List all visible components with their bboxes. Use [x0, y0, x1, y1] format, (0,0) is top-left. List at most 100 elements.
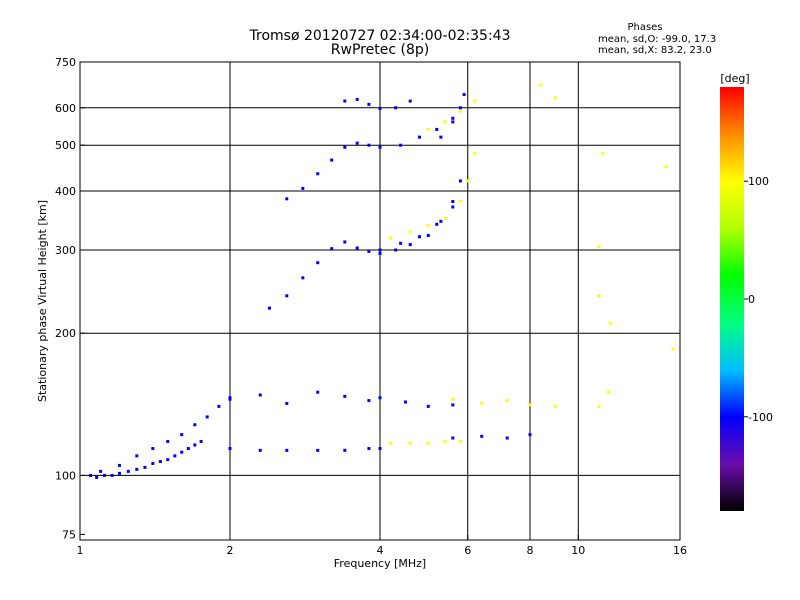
data-point	[301, 276, 305, 280]
data-point	[316, 172, 320, 176]
data-point	[343, 240, 347, 244]
colorbar-gradient	[720, 87, 744, 511]
data-point	[180, 450, 184, 454]
data-point	[301, 186, 305, 190]
data-point	[316, 390, 320, 394]
data-point	[367, 102, 371, 106]
data-point	[443, 216, 447, 220]
phase-stats-o: mean, sd,O: -99.0, 17.3	[598, 34, 716, 45]
phase-stats-x: mean, sd,X: 83.2, 23.0	[598, 45, 712, 56]
data-point	[399, 143, 403, 147]
y-tick-label: 200	[55, 327, 76, 340]
data-point	[597, 404, 601, 408]
data-point	[435, 222, 439, 226]
data-point	[343, 145, 347, 149]
data-point	[158, 460, 162, 464]
y-tick-label: 300	[55, 244, 76, 257]
chart-title: Tromsø 20120727 02:34:00-02:35:43	[249, 28, 511, 44]
data-point	[378, 251, 382, 255]
colorbar-tick-label: 100	[748, 175, 769, 188]
chart-titles: Tromsø 20120727 02:34:00-02:35:43 RwPret…	[249, 28, 511, 58]
data-point	[126, 469, 130, 473]
y-tick-label: 600	[55, 102, 76, 115]
data-point	[173, 454, 177, 458]
chart-subtitle: RwPretec (8p)	[331, 42, 429, 58]
data-point	[408, 243, 412, 247]
data-point	[451, 403, 455, 407]
data-point	[378, 447, 382, 451]
grid-lines	[80, 62, 680, 540]
x-tick-label: 4	[377, 544, 384, 557]
x-tick-label: 1	[77, 544, 84, 557]
data-point	[367, 143, 371, 147]
plot-area	[79, 61, 681, 541]
y-tick-label: 100	[55, 469, 76, 482]
data-point	[367, 249, 371, 253]
data-point	[439, 219, 443, 223]
data-point	[343, 448, 347, 452]
phase-stats: Phases mean, sd,O: -99.0, 17.3 mean, sd,…	[598, 22, 716, 56]
phase-stats-heading: Phases	[627, 22, 662, 33]
data-point	[408, 441, 412, 445]
data-point	[151, 447, 155, 451]
data-point	[99, 469, 103, 473]
data-point	[505, 399, 509, 403]
data-point	[180, 433, 184, 437]
data-point	[466, 179, 470, 183]
data-point	[330, 247, 334, 251]
data-point	[451, 205, 455, 209]
data-point	[285, 197, 289, 201]
data-point	[166, 439, 170, 443]
data-point	[267, 306, 271, 310]
data-point	[408, 99, 412, 103]
data-point	[117, 471, 121, 475]
data-point	[151, 461, 155, 465]
data-point	[608, 321, 612, 325]
data-point	[193, 443, 197, 447]
data-point	[473, 99, 477, 103]
data-point	[285, 448, 289, 452]
data-point	[228, 447, 232, 451]
colorbar-ticks: 100 0 -100	[744, 175, 773, 424]
data-point	[426, 224, 430, 228]
x-tick-label: 8	[527, 544, 534, 557]
data-point	[462, 93, 466, 97]
data-point	[367, 399, 371, 403]
data-point	[355, 246, 359, 250]
data-point	[417, 135, 421, 139]
x-tick-label: 16	[673, 544, 687, 557]
data-point	[539, 83, 543, 87]
data-point	[553, 404, 557, 408]
data-point	[135, 467, 139, 471]
colorbar-tick-label: 0	[748, 293, 755, 306]
x-tick-label: 10	[571, 544, 585, 557]
data-point	[408, 230, 412, 234]
data-point	[671, 347, 675, 351]
data-point	[451, 436, 455, 440]
data-point	[480, 434, 484, 438]
data-point	[135, 454, 139, 458]
data-point	[458, 439, 462, 443]
data-point	[439, 135, 443, 139]
data-point	[528, 433, 532, 437]
data-point	[95, 475, 99, 479]
data-point	[426, 441, 430, 445]
x-axis-ticks: 1 2 4 6 8 10 16	[77, 535, 687, 557]
data-point	[389, 236, 393, 240]
data-point	[378, 145, 382, 149]
x-axis-label: Frequency [MHz]	[334, 557, 426, 570]
y-tick-label: 400	[55, 185, 76, 198]
data-point	[403, 400, 407, 404]
data-point	[394, 106, 398, 110]
data-point	[355, 97, 359, 101]
colorbar-tick-label: -100	[748, 411, 773, 424]
data-point	[394, 248, 398, 252]
data-point	[355, 141, 359, 145]
data-point	[378, 248, 382, 252]
data-point	[443, 120, 447, 124]
data-point	[607, 390, 611, 394]
data-point	[316, 448, 320, 452]
data-point	[664, 165, 668, 169]
data-point	[217, 404, 221, 408]
